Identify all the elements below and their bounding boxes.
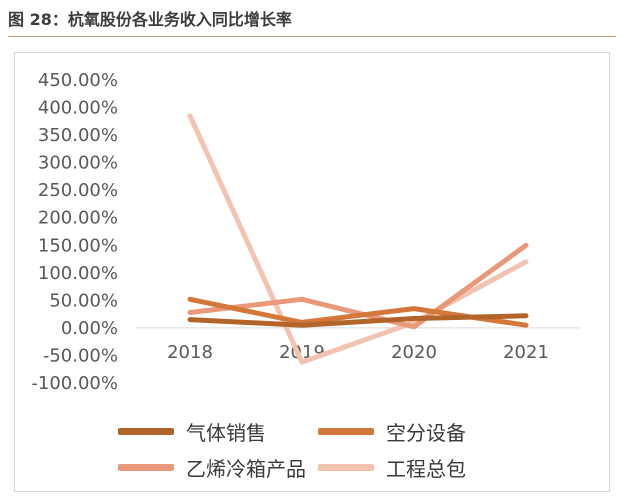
legend-label: 空分设备 (386, 420, 466, 445)
y-tick-label: 250.00% (38, 180, 118, 201)
legend-swatch (318, 427, 374, 435)
y-tick-label: 400.00% (38, 98, 118, 119)
legend-swatch (318, 463, 374, 471)
y-tick-label: 450.00% (38, 70, 118, 91)
series-line-4 (187, 113, 529, 365)
figure-title: 图 28：杭氧股份各业务收入同比增长率 (8, 10, 292, 29)
y-tick-label: 150.00% (38, 235, 118, 256)
y-tick-label: 300.00% (38, 153, 118, 174)
y-tick-label: 0.00% (61, 318, 118, 339)
legend-swatch (118, 427, 174, 435)
legend-item: 工程总包 (318, 452, 466, 482)
series-lines (187, 113, 529, 365)
x-tick-label: 2021 (503, 342, 549, 363)
legend-label: 乙烯冷箱产品 (186, 456, 306, 481)
legend-item: 乙烯冷箱产品 (118, 452, 306, 482)
y-tick-label: 350.00% (38, 125, 118, 146)
chart-frame (14, 52, 610, 492)
y-tick-label: -100.00% (31, 373, 118, 394)
y-tick-label: 200.00% (38, 208, 118, 229)
y-tick-label: 50.00% (49, 290, 118, 311)
series-line-1 (187, 313, 529, 328)
legend-label: 气体销售 (186, 420, 266, 445)
y-tick-label: -50.00% (43, 345, 118, 366)
legend-swatch (118, 463, 174, 471)
x-tick-label: 2018 (167, 342, 213, 363)
y-axis: 450.00% 400.00% 350.00% 300.00% 250.00% 200.0… (31, 70, 118, 394)
legend-item: 气体销售 (118, 416, 266, 446)
x-axis: 2018 2019 2020 2021 (167, 342, 549, 363)
y-tick-label: 100.00% (38, 263, 118, 284)
x-tick-label: 2020 (391, 342, 437, 363)
title-divider (8, 36, 616, 37)
legend-label: 工程总包 (386, 456, 466, 481)
legend-item: 空分设备 (318, 416, 466, 446)
